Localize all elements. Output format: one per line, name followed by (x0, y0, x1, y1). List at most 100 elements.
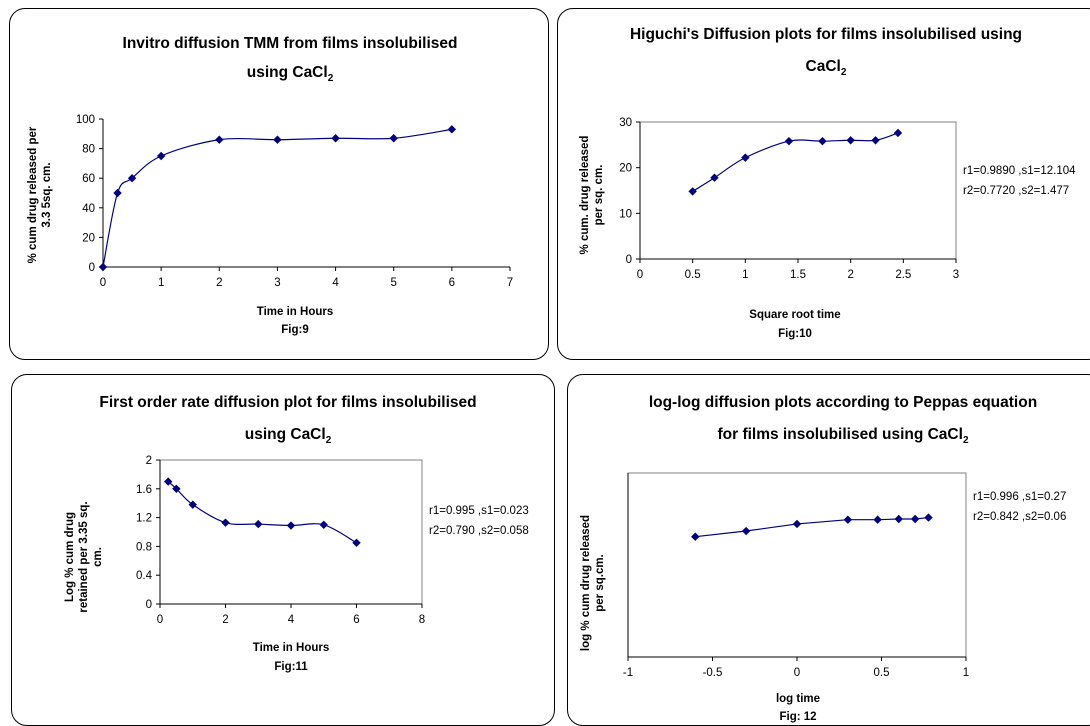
y-tick-label: 20 (82, 232, 95, 244)
figure-caption: Fig:9 (281, 324, 308, 336)
data-point-marker (215, 135, 224, 144)
data-point-marker (188, 500, 197, 509)
data-point-marker (127, 174, 137, 183)
regression-stats: r2=0.790 ,s2=0.058 (429, 525, 529, 537)
series-line (102, 128, 452, 268)
plot-area (627, 472, 967, 658)
data-point-marker (792, 519, 802, 529)
y-axis-label: retained per 3.35 sq. (78, 501, 90, 612)
regression-stats: r2=0.7720 ,s2=1.477 (963, 185, 1069, 197)
data-point-marker (894, 514, 903, 524)
chart-title-subscript: 2 (328, 73, 334, 84)
x-tick-label: 0 (637, 269, 643, 281)
series-line (695, 516, 929, 538)
data-point-marker (221, 518, 230, 527)
x-tick-label: 0 (100, 277, 106, 289)
x-tick-label: 1.5 (790, 269, 806, 281)
chart-title-text: CaCl (806, 58, 841, 75)
x-tick-label: 5 (391, 277, 397, 289)
chart-panel-fig10: Higuchi's Diffusion plots for films inso… (557, 8, 1090, 360)
data-point-marker (172, 484, 181, 493)
x-tick-label: 2 (847, 269, 853, 281)
data-point-marker (784, 136, 794, 146)
chart-fig10: Higuchi's Diffusion plots for films inso… (579, 26, 1076, 340)
y-tick-label: 20 (619, 163, 632, 175)
data-point-marker (893, 128, 903, 138)
x-tick-label: 3 (953, 269, 959, 281)
y-tick-label: 0 (626, 254, 632, 266)
plot-area (639, 121, 957, 260)
x-tick-label: 1 (158, 277, 164, 289)
regression-stats: r1=0.996 ,s1=0.27 (973, 491, 1066, 503)
x-tick-label: -0.5 (703, 667, 723, 679)
x-tick-label: 2.5 (895, 269, 911, 281)
chart-fig11: First order rate diffusion plot for film… (64, 394, 529, 673)
data-point-marker (286, 521, 296, 530)
chart-title: Invitro diffusion TMM from films insolub… (123, 35, 458, 52)
y-tick-label: 80 (82, 144, 95, 156)
x-axis-label: Time in Hours (257, 306, 333, 318)
y-tick-label: 0 (146, 599, 152, 611)
regression-stats: r1=0.995 ,s1=0.023 (429, 505, 529, 517)
y-axis-label: per sq.cm. (594, 554, 606, 612)
y-axis-label: 3.3 5sq. cm. (41, 162, 53, 227)
chart-fig9: Invitro diffusion TMM from films insolub… (27, 35, 513, 336)
data-point-marker (910, 514, 920, 524)
data-point-marker (691, 532, 700, 541)
regression-stats: r1=0.9890 ,s1=12.104 (963, 165, 1076, 177)
data-point-marker (741, 526, 751, 536)
data-point-marker (331, 134, 340, 143)
x-tick-label: 1 (963, 667, 969, 679)
series-line (692, 132, 899, 192)
chart-title-subscript: 2 (841, 67, 847, 78)
chart-fig12: log-log diffusion plots according to Pep… (580, 394, 1066, 723)
data-point-marker (352, 538, 361, 547)
data-point-marker (873, 515, 882, 524)
data-point-marker (254, 519, 263, 529)
x-tick-label: 2 (216, 277, 222, 289)
x-tick-label: 2 (222, 614, 228, 626)
figure-caption: Fig: 12 (779, 711, 816, 723)
y-tick-label: 1.2 (136, 513, 152, 525)
data-point-marker (163, 477, 173, 486)
chart-title-text: for films insolubilised using CaCl (717, 426, 962, 443)
x-tick-label: -1 (623, 667, 633, 679)
y-tick-label: 2 (146, 455, 152, 467)
data-point-marker (447, 125, 457, 134)
chart-title-line2: CaCl2 (806, 58, 847, 78)
chart-title-line2: using CaCl2 (245, 426, 332, 446)
y-tick-label: 0.8 (136, 541, 152, 553)
y-axis-label: cm. (92, 547, 104, 567)
x-tick-label: 1 (742, 269, 748, 281)
x-tick-label: 4 (288, 614, 295, 626)
data-point-marker (156, 151, 166, 161)
y-tick-label: 30 (619, 117, 632, 129)
plot-area (159, 459, 423, 605)
x-tick-label: 3 (274, 277, 280, 289)
data-point-marker (710, 173, 719, 182)
x-tick-label: 0 (794, 667, 800, 679)
data-point-marker (688, 187, 697, 196)
chart-panel-fig12: log-log diffusion plots according to Pep… (567, 374, 1090, 726)
chart-title: Higuchi's Diffusion plots for films inso… (630, 26, 1022, 43)
data-point-marker (741, 153, 750, 162)
data-point-marker (319, 520, 328, 529)
y-axis-label: % cum. drug released (579, 136, 591, 255)
x-tick-label: 8 (419, 614, 425, 626)
figure-caption: Fig:11 (274, 661, 308, 673)
data-point-marker (273, 135, 282, 144)
data-point-marker (871, 136, 880, 145)
regression-stats: r2=0.842 ,s2=0.06 (973, 511, 1066, 523)
y-tick-label: 40 (82, 203, 95, 215)
y-tick-label: 60 (82, 173, 95, 185)
x-tick-label: 6 (449, 277, 455, 289)
x-tick-label: 7 (507, 277, 513, 289)
chart-title-subscript: 2 (326, 435, 332, 446)
y-axis-label: per sq. cm. (593, 165, 605, 226)
data-point-marker (924, 513, 933, 522)
chart-title: First order rate diffusion plot for film… (99, 394, 476, 411)
y-axis-label: log % cum drug released (580, 515, 592, 651)
chart-panel-fig9: Invitro diffusion TMM from films insolub… (9, 8, 549, 360)
data-point-marker (98, 262, 108, 272)
y-tick-label: 1.6 (136, 484, 152, 496)
